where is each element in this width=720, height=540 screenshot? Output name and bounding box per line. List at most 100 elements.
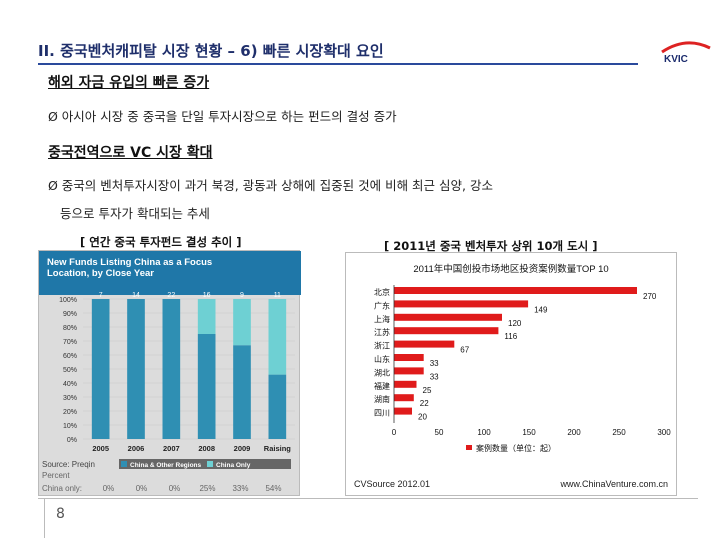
chart2-value-label: 33: [430, 359, 439, 368]
fund-trend-chart: 100% 90% 80% 70% 60% 50% 40% 30% 20% 10% 0% 7 2005 14…: [38, 250, 301, 496]
chart1-legend-bg: [205, 459, 291, 469]
chart2-category-label: 福建: [374, 381, 390, 391]
title-divider: [38, 63, 638, 65]
percent-cell: 0%: [168, 484, 181, 493]
chart1-ytick: 30%: [63, 395, 77, 402]
chart2-xtick: 0: [392, 428, 397, 437]
chart2-value-label: 120: [508, 319, 522, 328]
chart2-value-label: 25: [423, 386, 432, 395]
chart1-top-label: 16: [203, 292, 211, 299]
china-only-row: China only: 0% 0% 0% 25% 33% 54%: [42, 484, 290, 493]
percent-cell: 33%: [232, 484, 249, 493]
chart1-xtick: Raising: [264, 444, 292, 453]
chart2-bar: [394, 287, 637, 294]
chart1-bar-segment: [268, 299, 287, 375]
chart1-ytick: 20%: [63, 409, 77, 416]
chart2-value-label: 116: [504, 332, 517, 341]
logo-swoosh-icon: [661, 41, 711, 54]
chart1-legend-bg: [119, 459, 205, 469]
chart1-top-label: 7: [99, 292, 103, 299]
chart2-xtick: 100: [477, 428, 491, 437]
chart1-legend-swatch: [121, 461, 127, 467]
chart2-category-label: 广东: [374, 300, 390, 310]
section1-heading: 해외 자금 유입의 빠른 증가: [48, 75, 210, 91]
chart1-top-label: 14: [132, 292, 140, 299]
chart2-bar: [394, 327, 499, 335]
chart1-bar-segment: [268, 374, 287, 439]
chart1-legend-label: China & Other Regions: [130, 462, 202, 469]
chart1-ytick: 60%: [63, 353, 77, 360]
chart2-xtick: 250: [612, 428, 626, 437]
section2-bullet: Ø 중국의 벤처투자시장이 과거 북경, 광동과 상해에 집중된 것에 비해 최…: [48, 172, 688, 228]
chart2-category-label: 四川: [374, 409, 390, 418]
chart2-bar: [394, 367, 424, 375]
chart1-xtick: 2009: [234, 444, 251, 453]
chart1-bar-segment: [197, 299, 216, 334]
percent-label: Percent: [42, 471, 70, 480]
chart2-bar: [394, 340, 455, 348]
chart1-legend-swatch: [207, 461, 213, 467]
chart1-xtick: 2006: [128, 444, 145, 453]
chart2-category-label: 江苏: [374, 327, 390, 337]
chart2-value-label: 149: [534, 305, 548, 314]
chart1-legend-label: China Only: [216, 462, 251, 469]
fund-trend-svg: 100% 90% 80% 70% 60% 50% 40% 30% 20% 10% 0% 7 2005 14…: [39, 251, 301, 469]
chart1-xtick: 2005: [92, 444, 109, 453]
chart2-bar: [394, 313, 502, 321]
chart1-ytick: 90%: [63, 311, 77, 318]
chart2-category-label: 湖南: [374, 394, 390, 404]
chart2-bar: [394, 407, 412, 415]
chart1-top-label: 11: [274, 292, 281, 299]
chart2-value-label: 33: [430, 372, 439, 381]
chart1-ytick: 70%: [63, 339, 77, 346]
section2-heading: 중국전역으로 VC 시장 확대: [48, 145, 213, 161]
chart1-ytick: 0%: [67, 437, 77, 444]
china-only-label: China only:: [42, 484, 83, 493]
chart1-top-label: 22: [167, 292, 175, 299]
chart2-xtick: 150: [522, 428, 536, 437]
chart1-top-label: 9: [240, 292, 244, 299]
chart2-legend-label: 案例数量（单位：起）: [476, 443, 556, 453]
chart1-bar-segment: [91, 299, 110, 439]
footer-vertical-divider: [44, 498, 45, 538]
right-chart-caption: [ 2011년 중국 벤처투자 상위 10개 도시 ]: [384, 239, 598, 253]
page-number: 8: [56, 506, 65, 522]
section2-bullet-line2: 등으로 투자가 확대되는 추세: [60, 206, 210, 221]
chart1-title-band: [39, 251, 301, 295]
chart1-ytick: 80%: [63, 325, 77, 332]
chart1-xtick: 2007: [163, 444, 180, 453]
chart2-xtick: 200: [567, 428, 581, 437]
chart2-source: CVSource 2012.01: [354, 479, 431, 489]
chart1-bar-segment: [233, 345, 251, 439]
percent-cell: 0%: [102, 484, 115, 493]
chart2-category-label: 山东: [374, 354, 390, 364]
logo-text: KVIC: [664, 54, 688, 65]
source-note: Source: Preqin: [42, 460, 95, 469]
footer-divider: [38, 498, 698, 499]
chart2-xtick: 300: [657, 428, 671, 437]
top-cities-chart: 2011年中国创投市场地区投资案例数量TOP 10 北京 270 广东 149 上海 12…: [345, 252, 677, 496]
chart2-legend-swatch: [466, 445, 472, 450]
chart2-value-label: 22: [420, 399, 429, 408]
chart1-title: New Funds Listing China as a Focus Locat…: [47, 257, 213, 279]
chart1-bar-segment: [233, 299, 251, 346]
chart2-bar: [394, 380, 417, 388]
chart2-bar: [394, 354, 424, 361]
chart1-bar-segment: [127, 299, 145, 439]
slide-title: II. 중국벤처캐피탈 시장 현황 – 6) 빠른 시장확대 요인: [38, 42, 384, 60]
chart1-ytick: 10%: [63, 423, 77, 430]
chart1-bar-segment: [162, 299, 181, 439]
chart1-xtick: 2008: [198, 444, 215, 453]
chart2-bar: [394, 300, 529, 308]
kvic-logo: KVIC: [658, 38, 714, 70]
chart2-bar: [394, 394, 414, 402]
percent-cell: 0%: [135, 484, 148, 493]
top-cities-svg: 北京 270 广东 149 上海 120 江苏 116 浙江 67 山东 33 湖北 33 福建 25 湖南 22…: [374, 285, 671, 453]
chart1-bar-segment: [197, 334, 216, 439]
section1-bullet: Ø 아시아 시장 중 중국을 단일 투자시장으로 하는 펀드의 결성 증가: [48, 109, 397, 124]
section2-bullet-line1: Ø 중국의 벤처투자시장이 과거 북경, 광동과 상해에 집중된 것에 비해 최…: [48, 178, 493, 193]
chart1-ytick: 100%: [59, 297, 77, 304]
chart1-ytick: 40%: [63, 381, 77, 388]
chart2-value-label: 20: [418, 413, 427, 422]
percent-cells: 0% 0% 0% 25% 33% 54%: [92, 484, 290, 493]
